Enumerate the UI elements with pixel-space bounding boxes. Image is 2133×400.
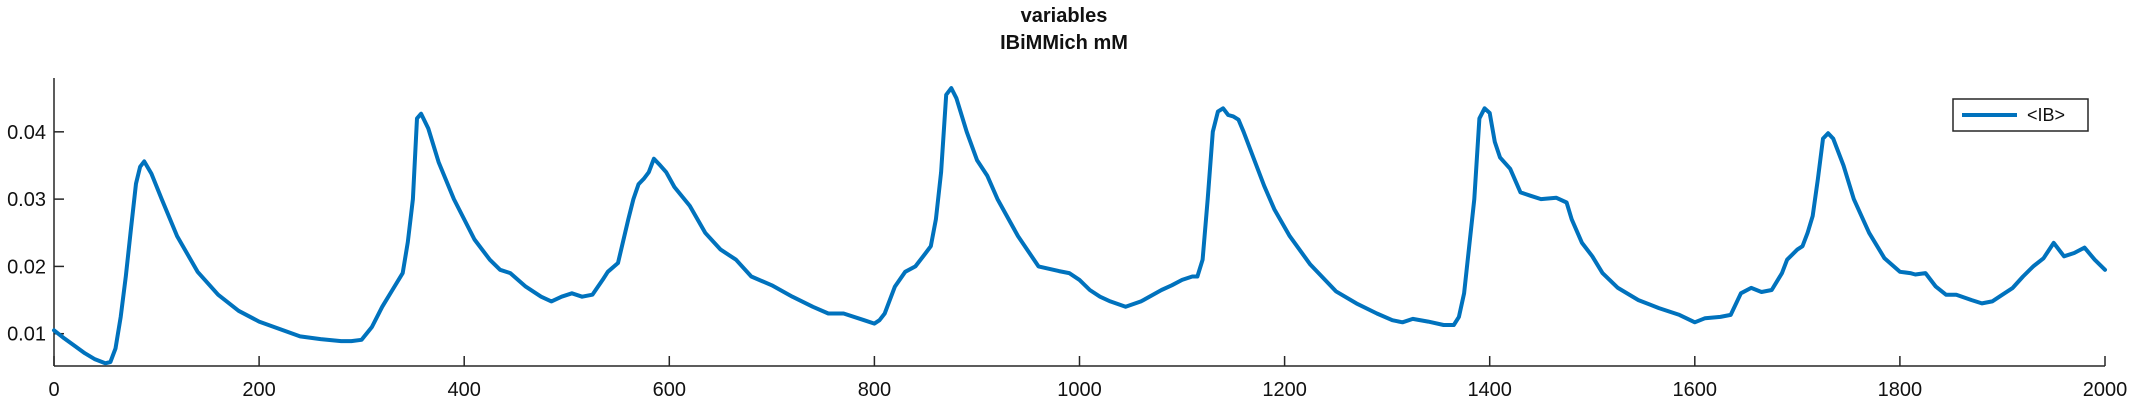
x-tick-label: 1000	[1057, 379, 1102, 400]
x-tick-label: 800	[858, 379, 891, 400]
y-tick-label: 0.01	[7, 324, 46, 346]
y-ticks: 0.01 0.02 0.03 0.04	[7, 122, 64, 346]
y-tick-label: 0.04	[7, 122, 46, 144]
x-tick-label: 400	[448, 379, 481, 400]
x-tick-label: 1600	[1673, 379, 1718, 400]
legend-label: <IB>	[2027, 105, 2065, 125]
x-ticks: 0 200 400 600 800 1000 1200 1400 1600 1800 2000	[48, 356, 2127, 400]
x-tick-label: 2000	[2083, 379, 2128, 400]
chart-title-line-2: IBiMMich mM	[1000, 32, 1128, 54]
series-line-ib	[52, 86, 2107, 366]
x-tick-label: 200	[242, 379, 275, 400]
chart-title-line-1: variables	[1021, 5, 1108, 27]
x-tick-label: 1200	[1262, 379, 1307, 400]
y-tick-label: 0.02	[7, 256, 46, 278]
x-tick-label: 0	[48, 379, 59, 400]
x-tick-label: 1400	[1467, 379, 1512, 400]
y-tick-label: 0.03	[7, 189, 46, 211]
x-tick-label: 600	[653, 379, 686, 400]
x-tick-label: 1800	[1878, 379, 1923, 400]
legend: <IB>	[1952, 98, 2089, 132]
series-layer	[52, 86, 2107, 366]
axes	[53, 78, 2105, 367]
